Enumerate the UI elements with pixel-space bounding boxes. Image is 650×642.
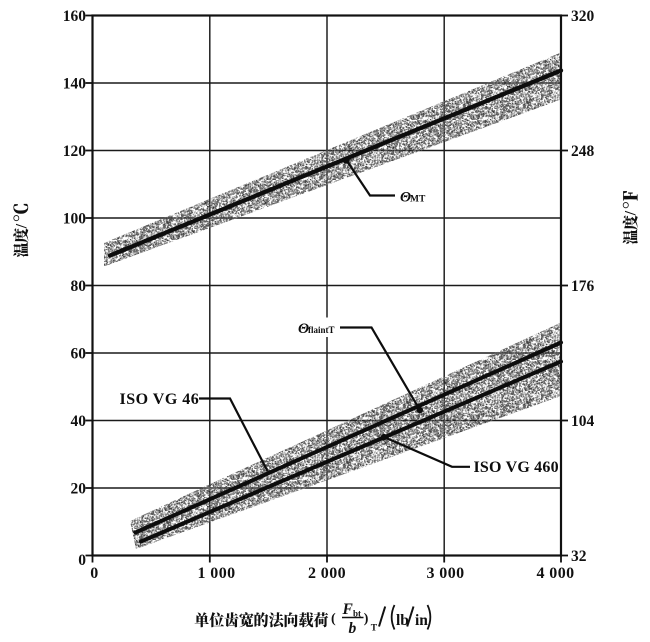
- svg-text:Θ: Θ: [400, 190, 411, 206]
- svg-text:320: 320: [571, 8, 595, 25]
- svg-text:1 000: 1 000: [198, 565, 236, 582]
- svg-text:80: 80: [71, 278, 87, 295]
- svg-text:flaintT: flaintT: [308, 325, 335, 335]
- svg-text:bt: bt: [353, 609, 361, 619]
- svg-text:0: 0: [90, 565, 98, 582]
- svg-text:104: 104: [571, 413, 595, 430]
- svg-text:/: /: [623, 210, 640, 216]
- svg-text:T: T: [371, 624, 378, 634]
- svg-text:(: (: [331, 612, 336, 627]
- svg-text:0: 0: [78, 552, 86, 569]
- svg-text:100: 100: [63, 210, 87, 227]
- svg-text:32: 32: [571, 548, 587, 565]
- svg-text:Θ: Θ: [298, 321, 309, 337]
- svg-text:140: 140: [63, 75, 87, 92]
- svg-text:3 000: 3 000: [427, 565, 465, 582]
- svg-text:40: 40: [71, 413, 87, 430]
- svg-text:in: in: [415, 612, 428, 629]
- svg-text:ISO VG 46: ISO VG 46: [120, 391, 200, 408]
- svg-text:20: 20: [71, 480, 87, 497]
- svg-text:lb: lb: [396, 612, 409, 629]
- svg-text:176: 176: [571, 278, 595, 295]
- svg-text:): ): [364, 612, 369, 627]
- svg-text:/: /: [13, 223, 30, 229]
- svg-text:F: F: [342, 601, 354, 618]
- svg-text:120: 120: [63, 143, 87, 160]
- svg-text:248: 248: [571, 143, 595, 160]
- svg-text:160: 160: [63, 8, 87, 25]
- svg-text:60: 60: [71, 345, 87, 362]
- svg-text:ISO VG 460: ISO VG 460: [474, 459, 559, 476]
- svg-text:4 000: 4 000: [537, 565, 575, 582]
- svg-text:2 000: 2 000: [308, 565, 346, 582]
- svg-text:MT: MT: [410, 195, 426, 205]
- svg-text:b: b: [349, 620, 357, 637]
